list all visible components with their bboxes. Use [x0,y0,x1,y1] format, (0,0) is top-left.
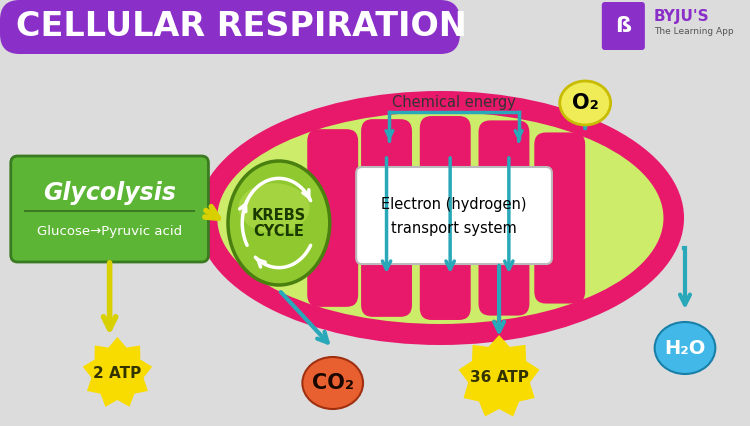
Text: ß: ß [615,16,632,36]
Text: 36 ATP: 36 ATP [470,369,529,385]
Ellipse shape [302,357,363,409]
Ellipse shape [655,322,716,374]
Text: The Learning App: The Learning App [654,28,734,37]
Ellipse shape [217,112,664,324]
FancyBboxPatch shape [308,129,358,307]
Ellipse shape [238,183,310,233]
Text: H₂O: H₂O [664,339,706,357]
Polygon shape [82,337,152,407]
Ellipse shape [560,81,610,125]
FancyBboxPatch shape [10,156,208,262]
Text: O₂: O₂ [572,93,598,113]
Text: 2 ATP: 2 ATP [93,366,142,380]
Text: KREBS: KREBS [252,207,306,222]
Text: CO₂: CO₂ [312,373,354,393]
FancyBboxPatch shape [420,116,471,320]
FancyBboxPatch shape [478,121,530,316]
Text: CYCLE: CYCLE [254,225,305,239]
Text: Chemical energy: Chemical energy [392,95,516,109]
FancyBboxPatch shape [534,132,585,304]
Polygon shape [458,335,539,417]
FancyBboxPatch shape [356,167,552,264]
Text: Electron (hydrogen): Electron (hydrogen) [381,198,526,213]
Ellipse shape [196,91,684,345]
Text: Glucose→Pyruvic acid: Glucose→Pyruvic acid [37,225,182,238]
Text: transport system: transport system [392,221,517,236]
FancyBboxPatch shape [0,0,460,54]
FancyBboxPatch shape [361,119,412,317]
Text: CELLULAR RESPIRATION: CELLULAR RESPIRATION [16,11,466,43]
Text: BYJU'S: BYJU'S [654,9,710,23]
Text: Glycolysis: Glycolysis [43,181,176,205]
Ellipse shape [228,161,330,285]
FancyBboxPatch shape [602,2,645,50]
